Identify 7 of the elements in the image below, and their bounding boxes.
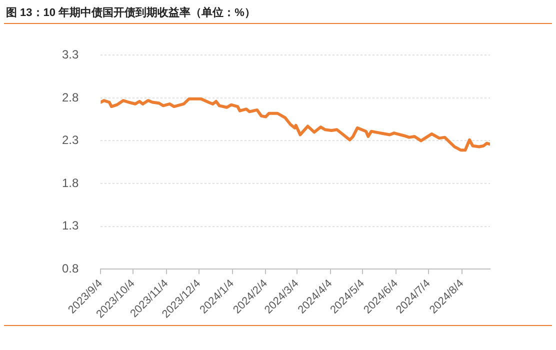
y-tick-label: 1.8: [62, 176, 79, 190]
chart-title: 图 13：10 年期中债国开债到期收益率（单位：%）: [6, 6, 256, 20]
y-tick-label: 1.3: [62, 218, 79, 233]
y-tick-label: 2.3: [62, 133, 79, 148]
y-tick-label: 3.3: [62, 48, 79, 62]
y-tick-label: 2.8: [62, 90, 79, 104]
y-tick-label: 0.8: [62, 261, 79, 276]
